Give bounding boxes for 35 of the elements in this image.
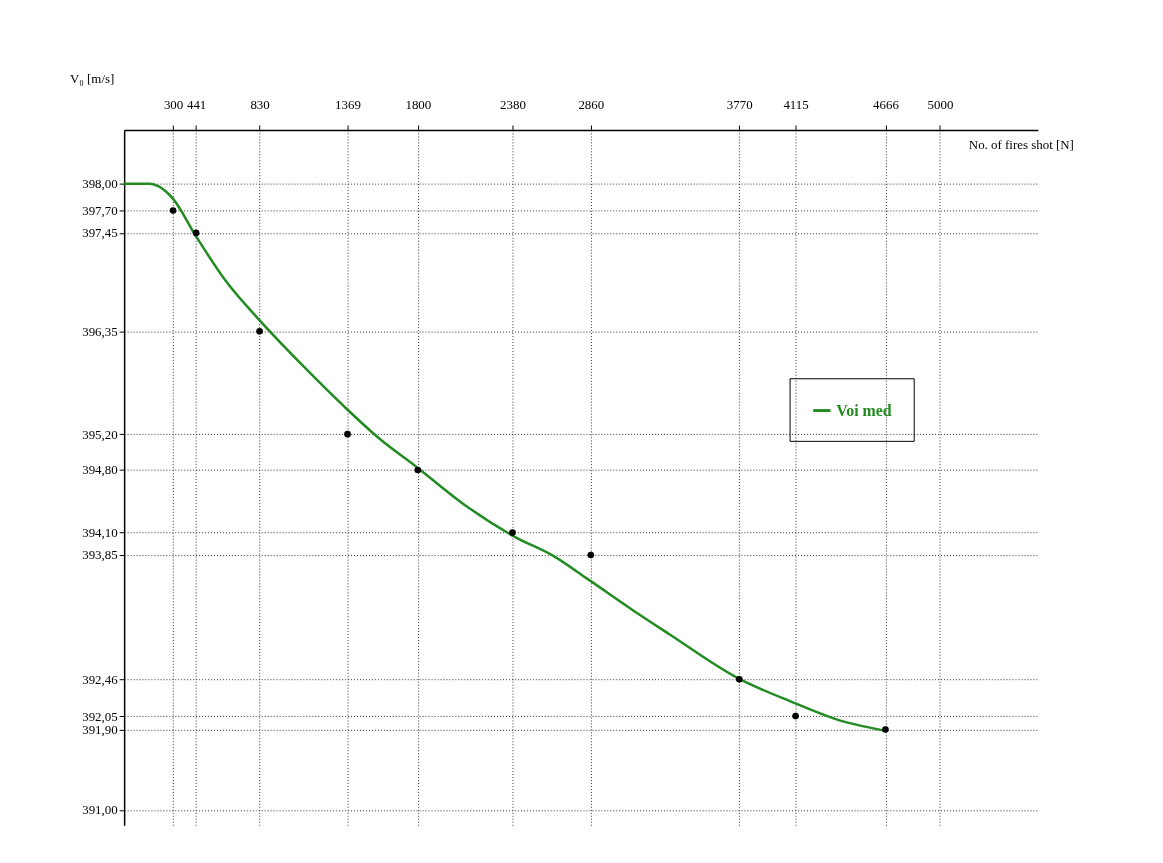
x-tick-label: 300 <box>163 96 184 112</box>
y-tick-label: 397,45 <box>82 225 118 241</box>
x-axis-title: No. of fires shot [N] <box>968 137 1074 153</box>
x-tick-label: 441 <box>186 96 207 112</box>
legend-label: Voi med <box>836 401 892 419</box>
point <box>169 207 177 214</box>
point <box>192 229 200 237</box>
x-tick-label: 4115 <box>783 96 809 112</box>
x-tick-label: 5000 <box>927 96 954 112</box>
point <box>509 529 516 536</box>
point <box>256 327 263 335</box>
y-tick-label: 398,00 <box>82 176 118 192</box>
point <box>735 676 743 683</box>
y-tick-label: 392,46 <box>82 671 119 687</box>
x-tick-label: 1369 <box>335 96 361 112</box>
y-tick-label: 393,85 <box>82 547 118 563</box>
x-tick-label: 2380 <box>500 96 526 112</box>
y-tick-label: 391,00 <box>82 802 118 818</box>
x-tick-label: 3770 <box>726 96 753 112</box>
point <box>882 726 889 733</box>
point <box>792 712 799 720</box>
x-tick-label: 1800 <box>405 96 432 112</box>
y-tick-label: 394,10 <box>82 525 118 541</box>
y-tick-label: 396,35 <box>82 323 118 339</box>
y-tick-label: 395,20 <box>82 426 118 442</box>
point <box>344 430 351 438</box>
x-tick-label: 2860 <box>578 96 605 112</box>
y-tick-label: 394,80 <box>82 462 118 478</box>
x-tick-label: 830 <box>250 96 270 112</box>
point <box>587 551 595 559</box>
y-axis-title: V₀ [m/s] <box>70 70 115 86</box>
x-tick-label: 4666 <box>873 96 900 112</box>
y-tick-label: 392,05 <box>82 708 118 724</box>
point <box>414 466 422 474</box>
y-tick-label: 397,70 <box>82 202 118 218</box>
